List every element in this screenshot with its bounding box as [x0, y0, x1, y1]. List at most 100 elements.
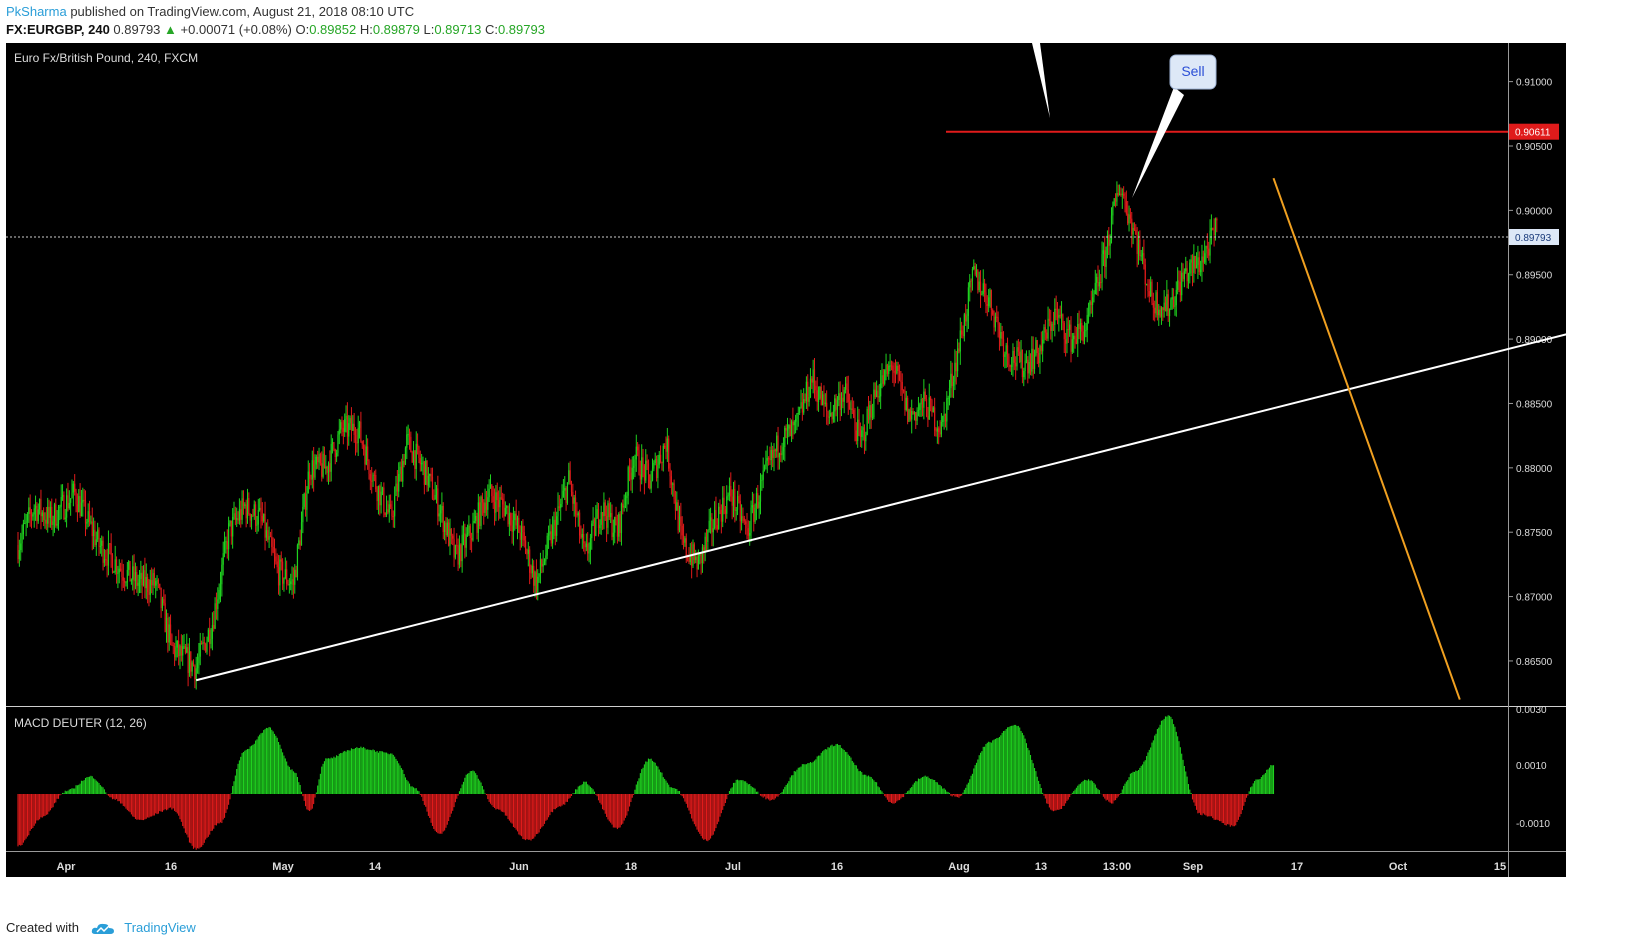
- macd-bar: [704, 794, 706, 840]
- candle: [163, 599, 165, 604]
- macd-bar: [338, 753, 340, 794]
- candle: [1191, 259, 1194, 273]
- macd-bar: [376, 750, 378, 794]
- candle: [226, 541, 228, 550]
- candle: [130, 579, 132, 582]
- macd-bar: [372, 749, 374, 794]
- candle: [215, 603, 218, 610]
- candle: [1025, 359, 1028, 362]
- macd-pane[interactable]: [6, 707, 1508, 852]
- candle: [955, 362, 957, 372]
- macd-bar: [934, 780, 936, 794]
- candle: [838, 393, 840, 401]
- candle: [237, 518, 239, 521]
- candle: [429, 474, 431, 476]
- candle: [380, 491, 382, 506]
- candle: [869, 405, 871, 420]
- macd-bar: [608, 794, 610, 822]
- candle: [232, 516, 234, 537]
- macd-bar: [561, 794, 563, 806]
- macd-bar: [773, 794, 775, 800]
- support-trendline[interactable]: [195, 321, 1614, 682]
- price-tick-label: 0.90000: [1516, 206, 1553, 217]
- macd-bar: [1127, 780, 1129, 794]
- tradingview-link[interactable]: TradingView: [124, 920, 196, 935]
- price-axis[interactable]: [1508, 43, 1566, 877]
- candle: [157, 579, 159, 584]
- macd-bar: [337, 756, 339, 794]
- candle: [392, 516, 394, 518]
- macd-bar: [502, 794, 504, 812]
- candle: [1000, 332, 1002, 339]
- candle: [276, 561, 278, 568]
- candle: [588, 551, 590, 554]
- candle: [406, 434, 408, 448]
- candle: [80, 502, 83, 517]
- candle: [591, 523, 593, 539]
- candle: [30, 513, 33, 517]
- low-value: 0.89713: [434, 22, 482, 37]
- projection-line[interactable]: [1272, 177, 1461, 700]
- macd-bar: [68, 789, 70, 794]
- candle: [336, 452, 338, 457]
- macd-bar: [530, 794, 532, 841]
- candle: [782, 447, 785, 452]
- macd-bar: [441, 794, 443, 834]
- macd-bar: [506, 794, 508, 816]
- candle: [892, 365, 894, 371]
- macd-bar: [980, 752, 982, 794]
- candle: [952, 381, 955, 387]
- candle: [876, 390, 878, 398]
- price-pane[interactable]: [6, 43, 1508, 706]
- candle: [973, 266, 975, 270]
- macd-bar: [512, 794, 514, 827]
- sell-callout[interactable]: [1169, 54, 1217, 90]
- macd-bar: [963, 789, 965, 794]
- macd-bar: [163, 794, 165, 811]
- macd-bar: [751, 787, 753, 794]
- chart-area[interactable]: 0.91000 0.90500 0.90000 0.89500 0.89000 0.885…: [6, 43, 1621, 911]
- open-value: 0.89852: [309, 22, 357, 37]
- macd-bar: [777, 794, 779, 797]
- author-link[interactable]: PkSharma: [6, 4, 67, 19]
- candle: [966, 316, 968, 322]
- candle: [450, 528, 452, 536]
- macd-bar: [801, 764, 803, 794]
- candle: [863, 427, 866, 442]
- candle: [774, 449, 776, 452]
- candle: [608, 503, 610, 518]
- chart-svg[interactable]: 0.910000.905000.900000.895000.890000.885…: [6, 43, 1621, 911]
- macd-bar: [1208, 794, 1210, 817]
- candle: [753, 505, 755, 522]
- candle: [936, 428, 938, 432]
- candle: [514, 513, 516, 521]
- macd-bar: [314, 794, 316, 798]
- macd-bar: [764, 794, 766, 797]
- candle: [430, 474, 432, 477]
- candle: [932, 407, 934, 413]
- time-axis[interactable]: [6, 852, 1508, 877]
- macd-bar: [20, 794, 22, 846]
- candle: [151, 579, 153, 586]
- macd-bar: [1260, 777, 1262, 794]
- candle: [550, 531, 552, 544]
- macd-bar: [845, 751, 847, 794]
- macd-bar: [192, 794, 195, 849]
- macd-bar: [894, 794, 897, 803]
- macd-bar: [469, 771, 471, 794]
- macd-bar: [680, 794, 682, 796]
- open-label: O:: [295, 22, 310, 37]
- candle: [763, 466, 766, 471]
- macd-bar: [550, 794, 552, 812]
- macd-bar: [322, 763, 324, 794]
- candle: [84, 500, 87, 524]
- candle: [711, 517, 713, 533]
- macd-bar: [1201, 794, 1203, 816]
- candle: [99, 545, 101, 547]
- macd-bar: [974, 765, 976, 794]
- candle: [894, 372, 897, 374]
- macd-bar: [1146, 756, 1148, 794]
- macd-bar: [306, 794, 308, 810]
- macd-bar: [437, 794, 439, 834]
- macd-bar: [472, 770, 474, 794]
